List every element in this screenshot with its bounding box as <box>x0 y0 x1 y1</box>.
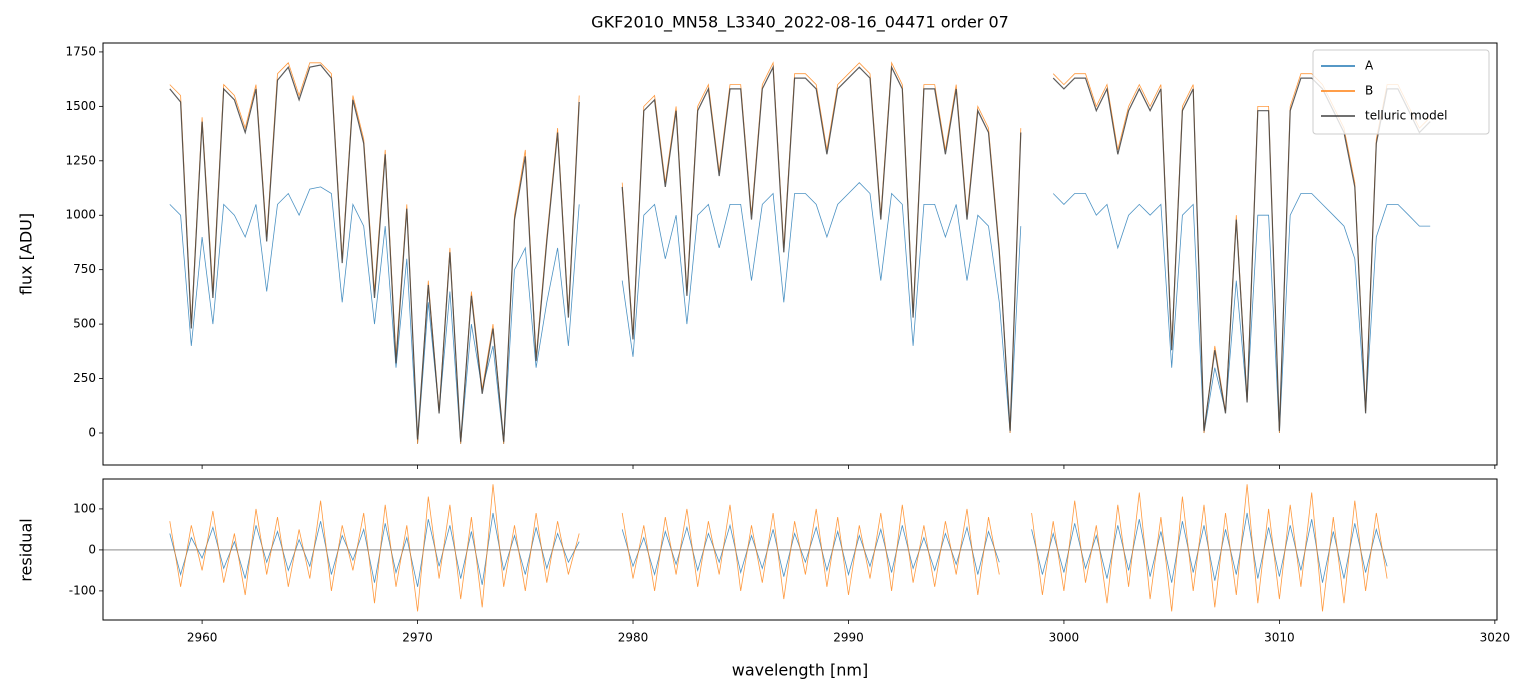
legend-label: telluric model <box>1365 109 1447 123</box>
y-tick-label: 500 <box>73 317 96 331</box>
y-tick-label: 100 <box>73 501 96 515</box>
y-axis-label: residual <box>17 518 36 581</box>
legend-box <box>1312 49 1490 135</box>
series-line <box>169 64 1431 442</box>
y-tick-label: 250 <box>73 371 96 385</box>
x-tick-label: 3010 <box>1264 631 1295 645</box>
y-tick-label: 1750 <box>65 44 96 58</box>
y-tick-label: 1000 <box>65 208 96 222</box>
axes-frame <box>102 478 1498 621</box>
legend-label: A <box>1365 59 1374 73</box>
y-tick-label: 0 <box>88 425 96 439</box>
legend-label: B <box>1365 84 1373 98</box>
series-line <box>169 484 1388 612</box>
x-tick-label: 2980 <box>618 631 649 645</box>
x-axis-label: wavelength [nm] <box>732 661 869 680</box>
axes-frame <box>102 42 1498 466</box>
y-tick-label: 750 <box>73 262 96 276</box>
plot-area <box>103 484 1497 612</box>
y-tick-label: 1250 <box>65 153 96 167</box>
y-tick-label: 1500 <box>65 99 96 113</box>
y-tick-label: 0 <box>88 542 96 556</box>
plot-area <box>169 61 1431 444</box>
x-tick-label: 2990 <box>833 631 864 645</box>
x-tick-label: 2960 <box>187 631 218 645</box>
x-tick-label: 2970 <box>402 631 433 645</box>
chart-title: GKF2010_MN58_L3340_2022-08-16_04471 orde… <box>591 13 1009 33</box>
y-tick-label: -100 <box>69 583 96 597</box>
y-axis-label: flux [ADU] <box>17 213 36 295</box>
x-tick-label: 3020 <box>1480 631 1511 645</box>
x-tick-label: 3000 <box>1049 631 1080 645</box>
